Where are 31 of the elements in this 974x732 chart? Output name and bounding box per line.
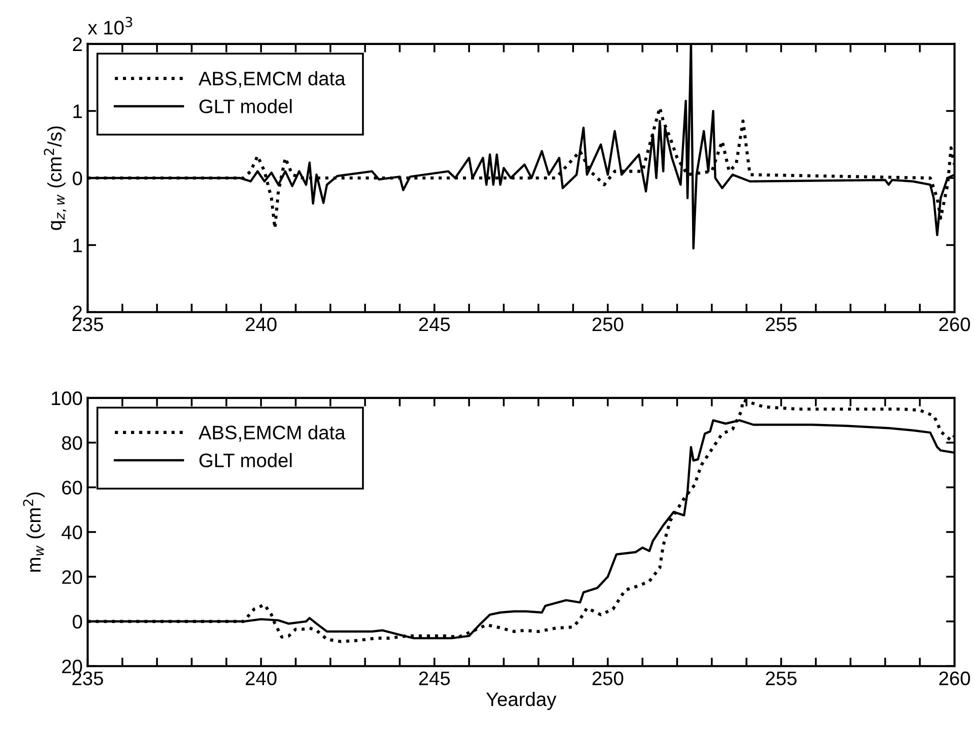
x-tick-label: 240 [246, 317, 276, 332]
y-axis-title: m$_{w}$ (cm$^{2}$) [23, 492, 45, 572]
x-tick-label: 245 [419, 671, 450, 686]
y-tick-label: 60 [62, 480, 82, 495]
legend-label: GLT model [199, 98, 292, 114]
y-tick-label: 80 [62, 436, 82, 450]
x-axis-title: Yearday [486, 692, 556, 710]
y-tick-label: 1 [73, 104, 82, 118]
x-tick-label: 250 [592, 671, 624, 686]
x-tick-label: 235 [72, 317, 104, 332]
y-tick-label: 0 [72, 171, 82, 186]
legend-label: ABS,EMCM data [198, 71, 346, 88]
text: x 10$^{3}$ [88, 16, 132, 35]
x-tick-label: 240 [246, 671, 276, 686]
legend-label: ABS,EMCM data [198, 425, 346, 442]
x-tick-label: 255 [766, 317, 797, 332]
y-tick-label: 0 [72, 614, 82, 629]
y-tick-label: 20 [62, 570, 82, 584]
x-tick-label: 260 [939, 317, 970, 332]
y-tick-label: 20 [62, 660, 82, 674]
x-tick-label: 255 [766, 671, 797, 686]
y-axis-title: q$_{z,w}$ (cm$^{2}$/s) [44, 126, 66, 230]
y-tick-label: 1 [73, 238, 82, 252]
x-tick-label: 235 [72, 671, 104, 686]
legend-label: GLT model [199, 453, 292, 468]
y-tick-label: 2 [72, 37, 82, 51]
x-tick-label: 260 [939, 671, 970, 686]
x-tick-label: 250 [592, 317, 624, 332]
y-tick-label: 40 [62, 525, 82, 540]
y-tick-label: 100 [52, 391, 82, 406]
x-tick-label: 245 [419, 317, 450, 332]
